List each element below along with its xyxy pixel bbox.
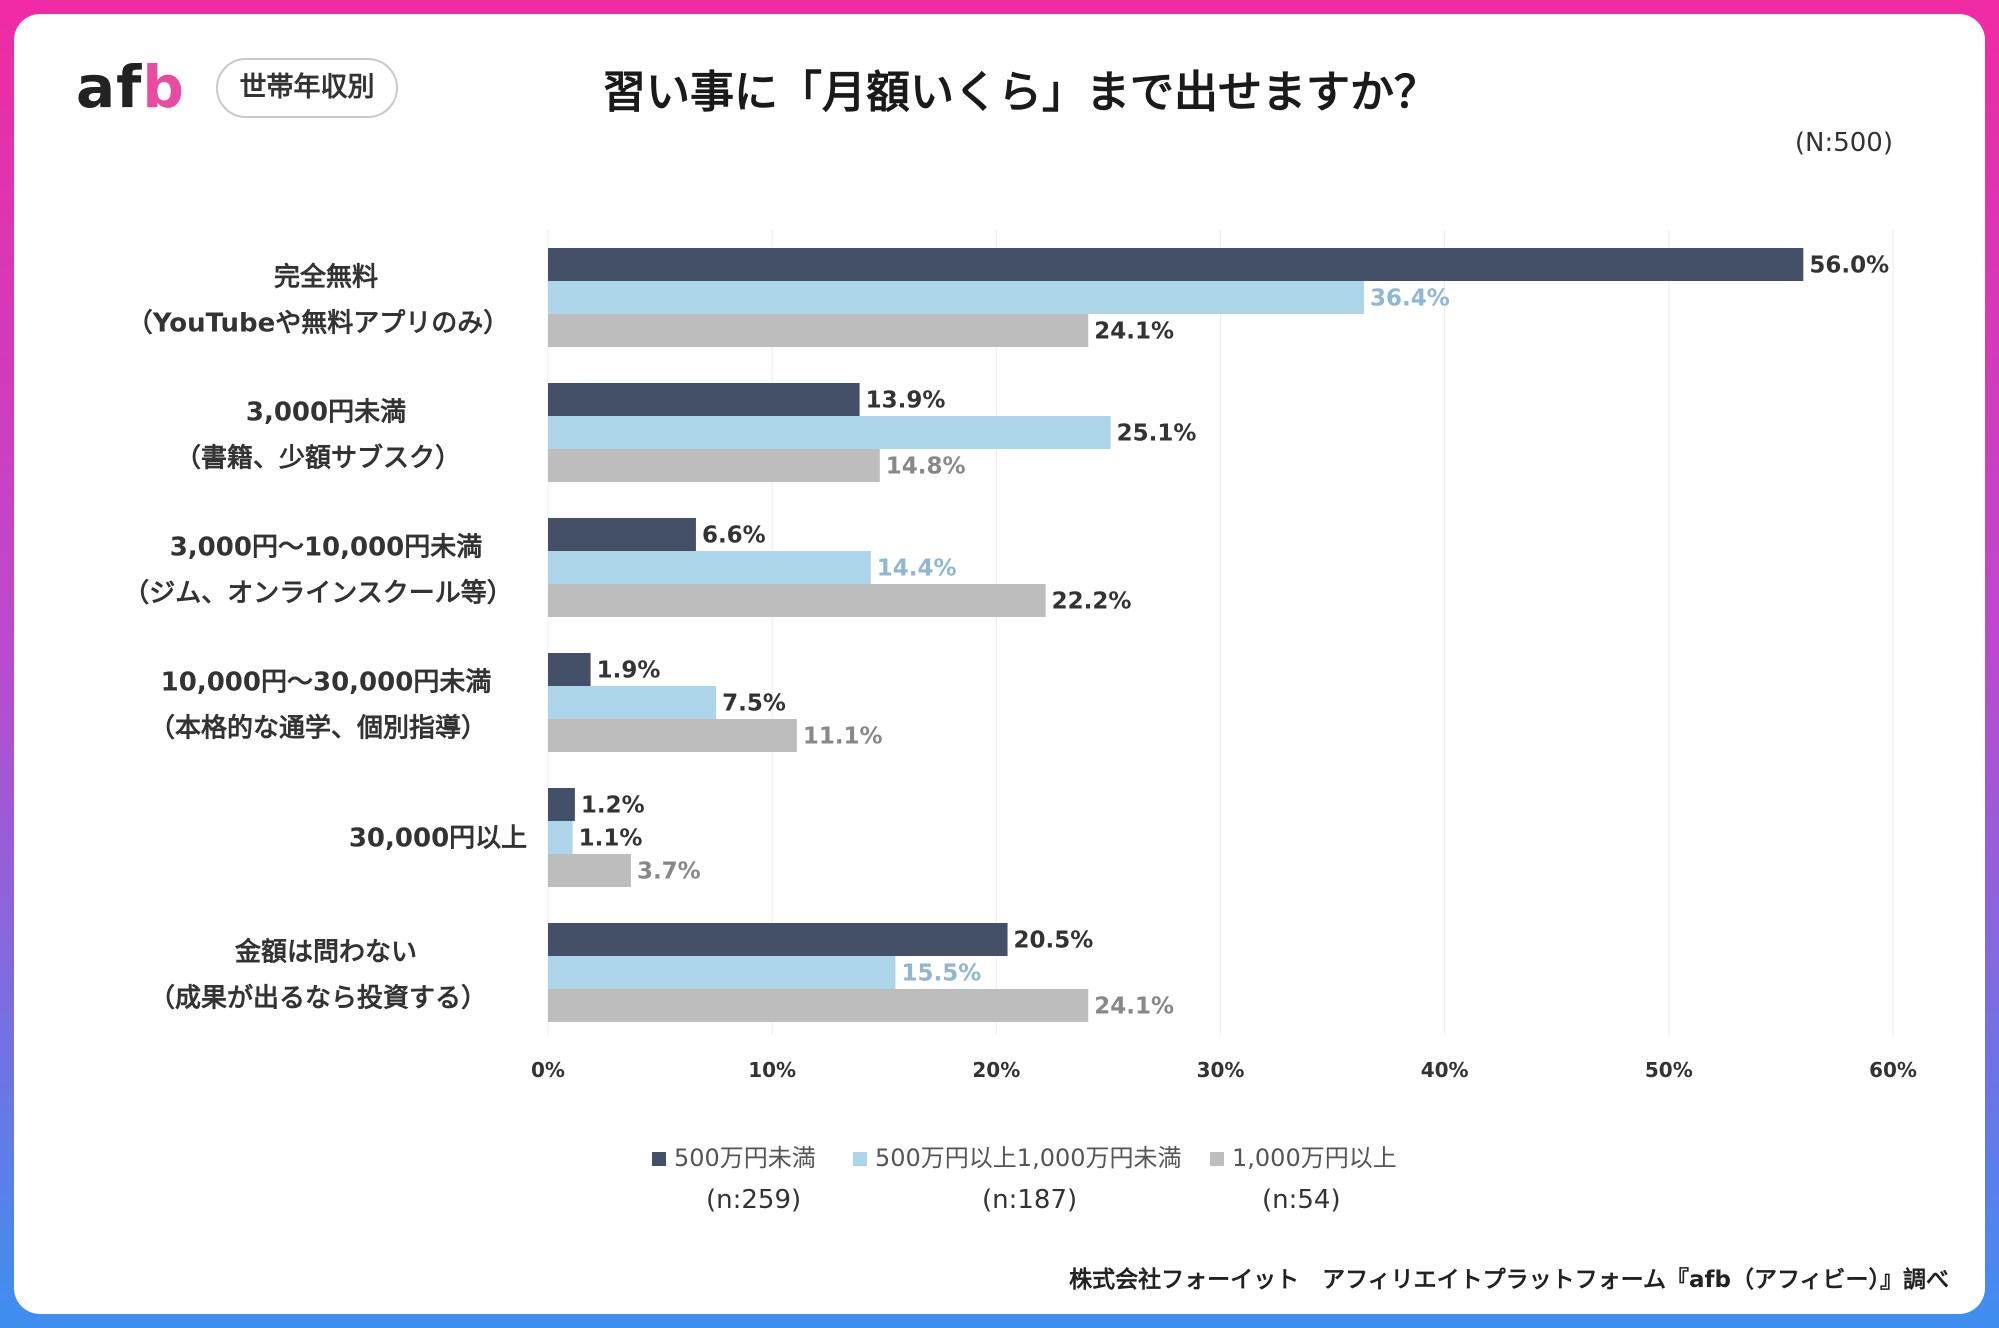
data-label: 1.1% [579,826,643,852]
legend-swatch-2 [853,1152,867,1166]
legend-item-3: 1,000万円以上 [1210,1138,1397,1173]
sample-size: (N:500) [1794,128,1893,158]
x-tick-label: 30% [1197,1058,1245,1082]
category-sublabel: （本格的な通学、個別指導） [149,713,487,744]
bar [548,956,896,989]
category-sublabel: （ジム、オンラインスクール等） [123,578,512,609]
bar [548,383,860,416]
bar [548,248,1804,281]
bar [548,821,573,854]
bar-chart: 0% 10% 20% 30% 40% 50% 60% 56.0% 13.9% 6.6% 1.9% 1.… [123,230,1917,1082]
category-label: 金額は問わない [234,937,417,968]
x-tick-label: 0% [531,1058,565,1082]
data-label: 6.6% [702,523,766,549]
bar [548,788,575,821]
logo-text-accent: b [142,53,185,121]
data-label: 25.1% [1117,421,1197,447]
legend: 500万円未満 500万円以上1,000万円未満 1,000万円以上 [0,1138,1999,1178]
bar [548,854,631,887]
bar [548,719,797,752]
x-tick-label: 10% [748,1058,796,1082]
data-label: 22.2% [1052,589,1132,615]
data-label: 15.5% [901,961,981,987]
data-label: 36.4% [1370,286,1450,312]
category-label: 10,000円～30,000円未満 [161,668,492,698]
bar [548,653,591,686]
category-label: 完全無料 [274,262,378,293]
bar [548,989,1089,1022]
bar [548,449,880,482]
x-tick-label: 20% [972,1058,1020,1082]
data-label: 14.8% [886,454,966,480]
x-tick-label: 50% [1645,1058,1693,1082]
data-label: 1.9% [597,658,661,684]
legend-n-3: (n:54) [1262,1185,1341,1215]
data-label: 14.4% [877,556,957,582]
legend-label-1: 500万円未満 [674,1144,816,1172]
legend-item-2: 500万円以上1,000万円未満 [853,1138,1182,1173]
legend-n-1: (n:259) [706,1185,802,1215]
bar [548,314,1089,347]
data-label: 11.1% [803,724,883,750]
legend-label-2: 500万円以上1,000万円未満 [875,1144,1182,1172]
data-label: 24.1% [1094,319,1174,345]
category-label: 30,000円以上 [349,824,527,854]
data-label: 56.0% [1809,253,1889,279]
bar [548,518,696,551]
data-label: 13.9% [866,388,946,414]
afb-logo: afb [76,52,186,122]
source-footer: 株式会社フォーイット アフィリエイトプラットフォーム『afb（アフィビー）』調べ [1069,1267,1949,1293]
category-sublabel: （YouTubeや無料アプリのみ） [127,309,509,339]
bar [548,551,871,584]
data-label: 24.1% [1094,994,1174,1020]
chart-title: 習い事に「月額いくら」まで出せますか？ [602,67,1438,118]
segment-tag: 世帯年収別 [216,58,398,118]
data-label: 1.2% [581,793,645,819]
x-tick-label: 60% [1869,1058,1917,1082]
logo-text-main: af [76,53,143,121]
bar [548,416,1111,449]
category-label: 3,000円～10,000円未満 [170,533,483,563]
bar [548,584,1046,617]
bar [548,281,1364,314]
category-sublabel: （書籍、少額サブスク） [175,443,461,474]
legend-label-3: 1,000万円以上 [1232,1144,1397,1172]
bar [548,923,1008,956]
data-label: 7.5% [722,691,786,717]
category-sublabel: （成果が出るなら投資する） [149,983,487,1014]
legend-n-2: (n:187) [982,1185,1078,1215]
x-tick-label: 40% [1421,1058,1469,1082]
legend-item-1: 500万円未満 [652,1138,816,1173]
category-label: 3,000円未満 [246,398,406,428]
chart-card [14,14,1985,1314]
data-label: 3.7% [637,859,701,885]
data-label: 20.5% [1014,928,1094,954]
legend-swatch-3 [1210,1152,1224,1166]
bar [548,686,717,719]
legend-swatch-1 [652,1152,666,1166]
